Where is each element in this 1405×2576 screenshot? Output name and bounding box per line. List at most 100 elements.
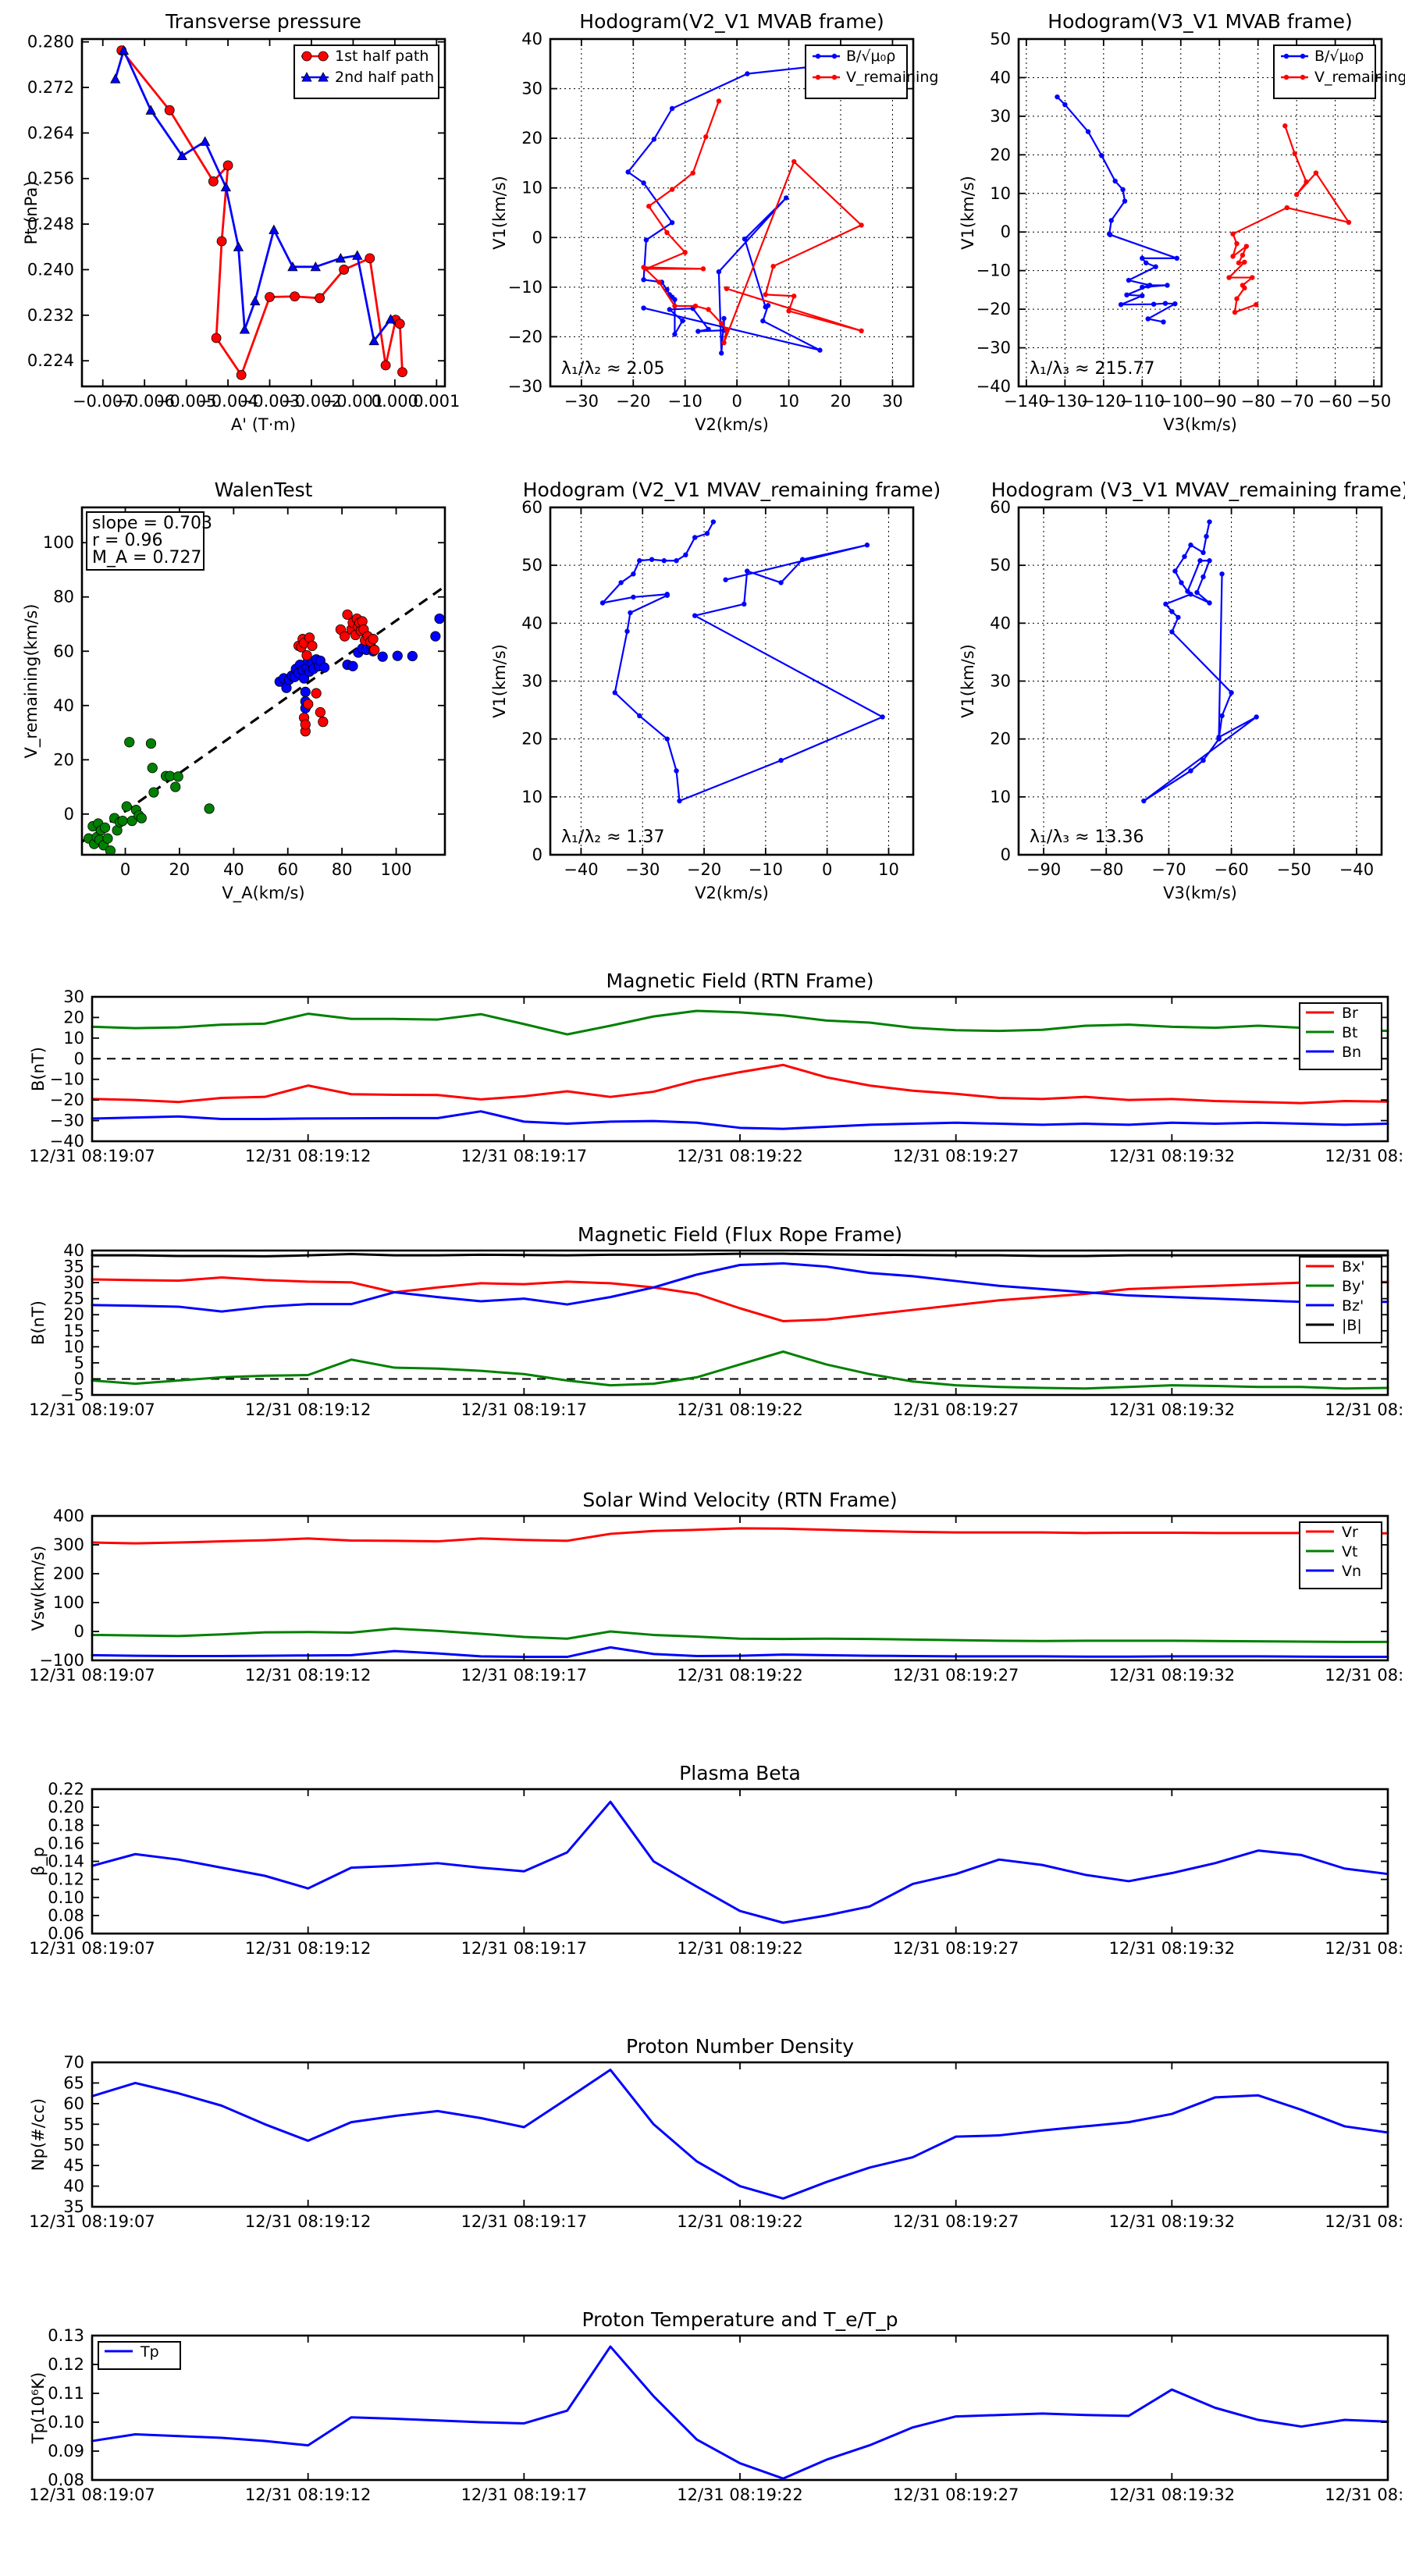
data-marker xyxy=(176,150,187,161)
y-axis-label: V_remaining(km/s) xyxy=(22,604,41,759)
y-tick-label: 0 xyxy=(74,1049,84,1068)
data-marker xyxy=(683,552,688,558)
data-marker xyxy=(1144,260,1149,265)
plot-area xyxy=(91,1009,1389,1130)
y-axis-label: V1(km/s) xyxy=(490,176,509,250)
data-marker xyxy=(315,706,325,718)
y-tick-label: 50 xyxy=(63,2136,84,2154)
data-marker xyxy=(300,686,311,698)
data-marker xyxy=(1230,231,1236,237)
series-v-path xyxy=(1141,519,1259,804)
stats-line: M_A = 0.727 xyxy=(92,548,201,568)
data-marker xyxy=(318,662,330,673)
data-marker xyxy=(1234,240,1240,247)
y-tick-label: −100 xyxy=(39,1651,84,1670)
x-tick-label: 12/31 08:19:12 xyxy=(245,1666,372,1685)
series-bx- xyxy=(91,1276,1389,1322)
x-tick-label: −0.001 xyxy=(323,392,384,411)
data-marker xyxy=(1207,558,1212,564)
data-marker xyxy=(649,557,655,562)
data-marker xyxy=(674,768,679,774)
data-marker xyxy=(690,170,695,176)
stats-box xyxy=(86,511,205,571)
x-tick-label: 12/31 08:19:17 xyxy=(461,1400,588,1419)
series-vt xyxy=(91,1627,1389,1643)
data-marker xyxy=(148,787,159,798)
y-tick-label: 35 xyxy=(63,2197,84,2216)
chart-panel-magnetic-field-rtn: Magnetic Field (RTN Frame) 12/31 08:19:07… xyxy=(0,964,1405,1187)
data-marker xyxy=(287,261,298,272)
y-tick-label: 0.232 xyxy=(27,306,74,325)
y-tick-label: 10 xyxy=(63,1337,84,1356)
series-beta-p xyxy=(91,1800,1389,1924)
y-tick-label: 0.10 xyxy=(48,1888,84,1907)
data-marker xyxy=(831,53,838,59)
axis-ticks: −40 −30 −20 −10 0 10 0 10 20 30 40 50 60 xyxy=(521,498,913,879)
data-marker xyxy=(118,44,130,55)
data-marker xyxy=(430,631,441,642)
data-marker xyxy=(1207,600,1212,606)
axes-frame xyxy=(80,506,446,856)
x-tick-label: 12/31 08:19:12 xyxy=(245,1400,372,1419)
y-tick-label: 30 xyxy=(521,672,542,691)
y-tick-label: 10 xyxy=(990,184,1011,203)
x-tick-label: 12/31 08:19:22 xyxy=(677,1939,803,1958)
data-marker xyxy=(745,71,750,76)
data-marker xyxy=(674,558,679,564)
data-marker xyxy=(760,318,766,324)
axes-frame xyxy=(91,1249,1389,1397)
x-tick-label: −60 xyxy=(1318,392,1352,411)
x-tick-label: 12/31 08:19:17 xyxy=(461,2212,588,2231)
x-tick-label: −0.007 xyxy=(73,392,133,411)
data-marker xyxy=(1282,123,1288,129)
x-tick-label: −0.005 xyxy=(156,392,217,411)
y-tick-label: 0.280 xyxy=(27,33,74,52)
axis-ticks: 12/31 08:19:07 12/31 08:19:12 12/31 08:19:… xyxy=(29,2326,1405,2504)
data-marker xyxy=(1243,244,1250,249)
data-marker xyxy=(641,180,646,186)
eigenvalue-ratio-annotation: λ₁/λ₃ ≈ 215.77 xyxy=(1030,359,1155,379)
y-tick-label: 0 xyxy=(1001,222,1011,241)
plot-area xyxy=(91,1252,1389,1390)
y-tick-label: 0.256 xyxy=(27,169,74,188)
data-marker xyxy=(706,307,711,312)
data-marker xyxy=(1085,129,1091,134)
legend-box xyxy=(805,44,908,99)
legend-label: Bt xyxy=(1342,1024,1357,1041)
data-marker xyxy=(352,250,363,260)
data-marker xyxy=(347,660,358,671)
y-tick-label: 20 xyxy=(990,145,1011,164)
y-tick-label: 65 xyxy=(63,2073,84,2092)
chart-title: Transverse pressure xyxy=(165,10,361,33)
grid xyxy=(550,507,913,856)
data-marker xyxy=(724,286,730,291)
x-tick-label: 12/31 08:19:32 xyxy=(1109,1400,1236,1419)
data-marker xyxy=(742,236,748,242)
data-marker xyxy=(1151,301,1157,307)
axes-frame xyxy=(549,37,915,388)
data-marker xyxy=(368,335,379,346)
data-marker xyxy=(1219,713,1225,719)
data-marker xyxy=(656,279,662,285)
x-tick-label: −90 xyxy=(1026,860,1061,879)
data-marker xyxy=(1207,519,1212,525)
data-marker xyxy=(301,51,312,62)
data-marker xyxy=(700,266,706,272)
series-b-sqrt-mu0-rho- xyxy=(625,61,841,356)
data-marker xyxy=(641,305,646,311)
data-marker xyxy=(880,714,885,720)
y-tick-label: 40 xyxy=(63,1241,84,1260)
y-tick-label: 30 xyxy=(990,107,1011,126)
y-tick-label: 0.22 xyxy=(48,1780,84,1799)
y-tick-label: 40 xyxy=(53,696,74,715)
data-marker xyxy=(1292,151,1297,157)
data-marker xyxy=(307,640,318,651)
data-marker xyxy=(318,72,329,82)
data-marker xyxy=(799,557,806,562)
data-marker xyxy=(669,105,675,112)
data-marker xyxy=(1112,178,1118,184)
x-tick-label: −0.006 xyxy=(114,392,175,411)
data-marker xyxy=(721,340,727,346)
axis-ticks: −90 −80 −70 −60 −50 −40 0 10 20 30 40 50 60 xyxy=(990,498,1382,879)
y-tick-label: 0.08 xyxy=(48,2471,84,2489)
